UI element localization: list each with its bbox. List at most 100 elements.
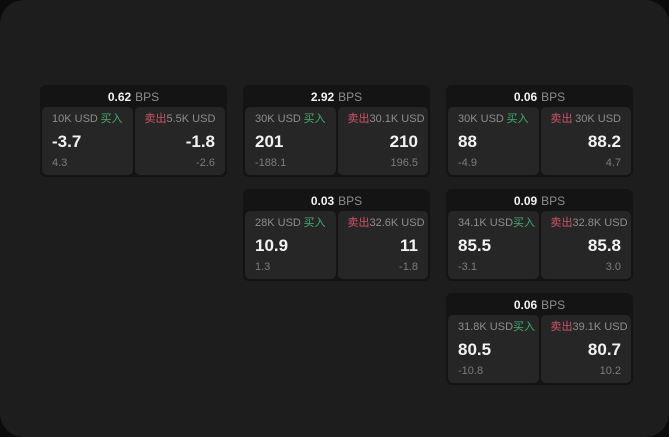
buy-size-label: 28K USD: [255, 217, 301, 229]
bps-unit-label: BPS: [541, 298, 566, 312]
buy-side-label: 买入: [513, 217, 536, 229]
buy-size-label: 30K USD: [255, 113, 301, 125]
quote-panels: 30K USD 买入 88 -4.9 卖出 30K USD 88.2 4.7: [448, 107, 631, 175]
buy-price-value: 10.9: [255, 236, 289, 255]
sell-size-label: 39.1K USD: [572, 321, 628, 333]
quote-card: 0.06 BPS 31.8K USD 买入 80.5 -10.8 卖出 39.1…: [446, 293, 633, 385]
quote-card: 0.09 BPS 34.1K USD 买入 85.5 -3.1 卖出 32.8K…: [446, 189, 633, 281]
sell-quote-panel[interactable]: 卖出 5.5K USD -1.8 -2.6: [134, 107, 225, 175]
sell-panel-top: 卖出 32.8K USD: [550, 217, 628, 229]
sell-side-label: 卖出: [347, 113, 370, 125]
sell-price-value: 210: [389, 132, 418, 151]
buy-panel-top: 10K USD 买入: [52, 114, 123, 125]
sell-change-value: -1.8: [399, 261, 418, 273]
buy-size-label: 31.8K USD: [458, 321, 514, 333]
sell-size-label: 30.1K USD: [369, 113, 425, 125]
bps-header: 2.92 BPS: [245, 87, 428, 107]
quote-card: 0.62 BPS 10K USD 买入 -3.7 4.3 卖出 5.5K USD: [40, 85, 227, 177]
sell-price-value: -1.8: [185, 132, 215, 151]
buy-panel-top: 34.1K USD 买入: [458, 217, 535, 229]
sell-price-value: 80.7: [587, 340, 621, 359]
bps-value: 0.06: [513, 90, 538, 104]
buy-price-value: 201: [255, 132, 284, 151]
bps-header: 0.06 BPS: [448, 87, 631, 107]
buy-change-value: -188.1: [255, 157, 287, 169]
buy-side-label: 买入: [506, 113, 529, 125]
quote-panels: 30K USD 买入 201 -188.1 卖出 30.1K USD 210 1…: [245, 107, 428, 175]
bps-value: 0.09: [513, 194, 538, 208]
bps-header: 0.62 BPS: [42, 87, 225, 107]
sell-panel-top: 卖出 39.1K USD: [550, 321, 628, 333]
buy-price-value: 85.5: [458, 236, 492, 255]
buy-size-label: 34.1K USD: [458, 217, 514, 229]
buy-quote-panel[interactable]: 10K USD 买入 -3.7 4.3: [42, 107, 133, 175]
buy-quote-panel[interactable]: 34.1K USD 买入 85.5 -3.1: [448, 211, 539, 279]
buy-quote-panel[interactable]: 30K USD 买入 201 -188.1: [245, 107, 336, 175]
buy-price-value: -3.7: [52, 132, 82, 151]
buy-change-value: -4.9: [458, 157, 477, 169]
buy-change-value: 4.3: [52, 157, 68, 169]
sell-change-value: 3.0: [605, 261, 621, 273]
buy-panel-top: 30K USD 买入: [458, 114, 529, 125]
sell-side-label: 卖出: [347, 217, 370, 229]
buy-panel-top: 30K USD 买入: [255, 114, 326, 125]
bps-value: 0.62: [107, 90, 132, 104]
buy-price-value: 80.5: [458, 340, 492, 359]
sell-quote-panel[interactable]: 卖出 32.6K USD 11 -1.8: [337, 211, 428, 279]
buy-change-value: 1.3: [255, 261, 271, 273]
sell-panel-top: 卖出 5.5K USD: [145, 114, 216, 125]
buy-side-label: 买入: [303, 113, 326, 125]
quote-panels: 31.8K USD 买入 80.5 -10.8 卖出 39.1K USD 80.…: [448, 315, 631, 383]
bps-header: 0.06 BPS: [448, 295, 631, 315]
bps-unit-label: BPS: [338, 90, 363, 104]
bps-value: 0.03: [310, 194, 335, 208]
sell-change-value: 196.5: [390, 157, 418, 169]
quote-card-grid: 0.62 BPS 10K USD 买入 -3.7 4.3 卖出 5.5K USD: [40, 85, 633, 385]
sell-size-label: 32.8K USD: [572, 217, 628, 229]
buy-size-label: 10K USD: [52, 113, 98, 125]
sell-side-label: 卖出: [550, 113, 573, 125]
bps-unit-label: BPS: [541, 194, 566, 208]
buy-quote-panel[interactable]: 28K USD 买入 10.9 1.3: [245, 211, 336, 279]
buy-change-value: -10.8: [458, 365, 484, 377]
sell-size-label: 30K USD: [575, 113, 621, 125]
sell-price-value: 88.2: [587, 132, 621, 151]
sell-panel-top: 卖出 32.6K USD: [347, 217, 425, 229]
sell-quote-panel[interactable]: 卖出 32.8K USD 85.8 3.0: [540, 211, 631, 279]
bps-unit-label: BPS: [541, 90, 566, 104]
buy-size-label: 30K USD: [458, 113, 504, 125]
buy-side-label: 买入: [513, 321, 536, 333]
sell-quote-panel[interactable]: 卖出 30.1K USD 210 196.5: [337, 107, 428, 175]
quote-card: 2.92 BPS 30K USD 买入 201 -188.1 卖出 30.1K …: [243, 85, 430, 177]
buy-side-label: 买入: [100, 113, 123, 125]
sell-change-value: 10.2: [599, 365, 621, 377]
buy-side-label: 买入: [303, 217, 326, 229]
sell-side-label: 卖出: [550, 321, 573, 333]
quote-card: 0.06 BPS 30K USD 买入 88 -4.9 卖出 30K USD: [446, 85, 633, 177]
quote-panels: 10K USD 买入 -3.7 4.3 卖出 5.5K USD -1.8 -2.…: [42, 107, 225, 175]
sell-quote-panel[interactable]: 卖出 39.1K USD 80.7 10.2: [540, 315, 631, 383]
sell-side-label: 卖出: [144, 113, 167, 125]
sell-side-label: 卖出: [550, 217, 573, 229]
sell-panel-top: 卖出 30.1K USD: [347, 113, 425, 125]
sell-change-value: -2.6: [196, 157, 215, 169]
buy-panel-top: 28K USD 买入: [255, 218, 326, 229]
sell-quote-panel[interactable]: 卖出 30K USD 88.2 4.7: [540, 107, 631, 175]
quote-panels: 34.1K USD 买入 85.5 -3.1 卖出 32.8K USD 85.8…: [448, 211, 631, 279]
buy-price-value: 88: [458, 132, 477, 151]
sell-size-label: 5.5K USD: [166, 113, 216, 125]
buy-panel-top: 31.8K USD 买入: [458, 321, 535, 333]
buy-quote-panel[interactable]: 31.8K USD 买入 80.5 -10.8: [448, 315, 539, 383]
buy-quote-panel[interactable]: 30K USD 买入 88 -4.9: [448, 107, 539, 175]
sell-size-label: 32.6K USD: [369, 217, 425, 229]
bps-value: 2.92: [310, 90, 335, 104]
sell-panel-top: 卖出 30K USD: [551, 114, 622, 125]
sell-change-value: 4.7: [605, 157, 621, 169]
bps-header: 0.09 BPS: [448, 191, 631, 211]
bps-unit-label: BPS: [338, 194, 363, 208]
bps-header: 0.03 BPS: [245, 191, 428, 211]
sell-price-value: 11: [400, 236, 418, 255]
bps-value: 0.06: [513, 298, 538, 312]
bps-unit-label: BPS: [135, 90, 160, 104]
